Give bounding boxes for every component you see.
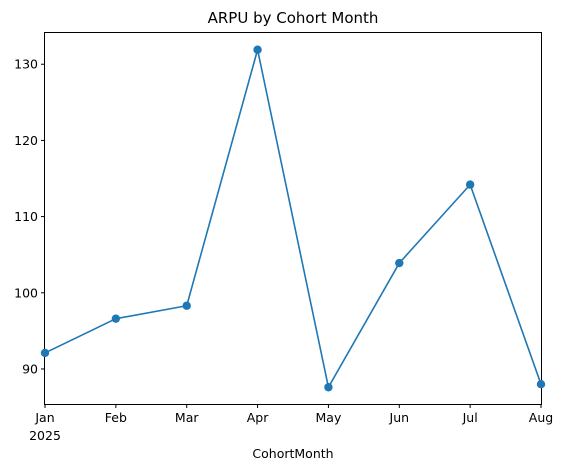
- y-tick-label: 110: [14, 209, 38, 224]
- y-tick-label: 100: [14, 285, 38, 300]
- plot-area-frame: [44, 32, 542, 405]
- x-tick-label: May: [316, 410, 342, 425]
- series-line: [44, 48, 542, 389]
- data-point: [253, 45, 262, 54]
- x-axis-year-label: 2025: [29, 428, 61, 443]
- data-point: [40, 348, 50, 358]
- x-tick-label: Feb: [105, 410, 127, 425]
- y-tick-label: 90: [22, 361, 38, 376]
- y-tick-label: 130: [14, 57, 38, 72]
- data-point: [395, 258, 404, 268]
- x-axis-title: CohortMonth: [252, 446, 333, 461]
- data-point: [536, 379, 546, 389]
- x-axis: Jan Feb Mar Apr May Jun Jul Aug: [34, 404, 553, 425]
- data-point: [182, 301, 191, 310]
- data-point: [111, 314, 121, 323]
- x-tick-label: Jan: [34, 410, 54, 425]
- data-point: [465, 180, 475, 189]
- x-tick-label: Aug: [529, 410, 553, 425]
- chart-title: ARPU by Cohort Month: [208, 9, 379, 27]
- data-point: [324, 383, 333, 392]
- x-tick-label: Jul: [462, 410, 478, 425]
- series-layer: [40, 45, 546, 392]
- x-tick-label: Jun: [389, 410, 410, 425]
- x-tick-label: Apr: [247, 410, 269, 425]
- y-tick-label: 120: [14, 133, 38, 148]
- x-tick-label: Mar: [175, 410, 199, 425]
- y-axis: 90 100 110 120 130: [14, 57, 45, 376]
